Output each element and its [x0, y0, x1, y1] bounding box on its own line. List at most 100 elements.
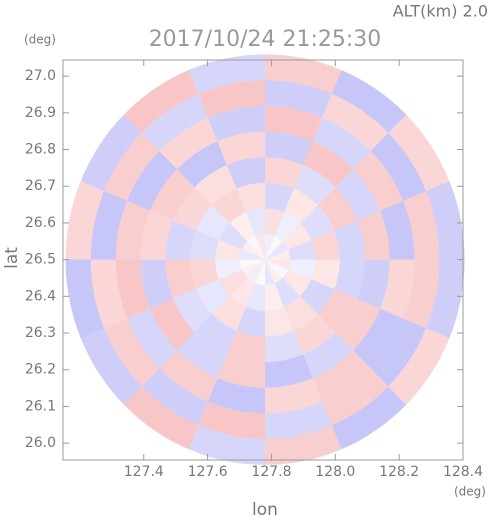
field-cell: [127, 151, 177, 211]
field-cell: [198, 401, 266, 439]
field-cell: [274, 212, 301, 242]
field-cell: [265, 259, 275, 286]
field-cell: [288, 240, 315, 260]
field-cell: [353, 308, 404, 369]
field-cell: [265, 330, 304, 363]
field-cell: [165, 220, 197, 260]
y-tick-label: 26.7: [25, 178, 56, 194]
field-cell: [177, 332, 227, 378]
y-tick-label: 26.8: [25, 142, 56, 158]
altitude-label: ALT(km) 2.0: [393, 2, 488, 21]
field-cell: [115, 200, 151, 260]
field-cell: [317, 187, 358, 231]
field-cell: [357, 210, 390, 260]
y-tick-label: 26.3: [25, 325, 56, 341]
field-cell: [335, 169, 381, 221]
y-tick-label: 26.1: [25, 398, 56, 414]
field-cell: [159, 117, 218, 170]
field-cell: [247, 236, 266, 260]
x-axis-label: lon: [252, 500, 278, 520]
field-cell: [247, 259, 266, 284]
field-cell: [380, 200, 415, 260]
x-tick-label: 127.4: [124, 464, 164, 480]
field-cell: [246, 283, 266, 311]
field-cell: [265, 425, 342, 465]
field-cell: [311, 259, 340, 289]
field-cell: [127, 308, 177, 369]
field-cell: [140, 210, 174, 260]
field-cell: [196, 205, 230, 240]
field-cell: [311, 230, 340, 260]
field-cell: [177, 141, 227, 188]
field-cell: [265, 105, 323, 142]
y-unit: (deg): [24, 33, 56, 47]
field-cell: [236, 182, 266, 213]
field-cell: [104, 318, 160, 387]
field-cell: [265, 259, 289, 278]
field-cell: [380, 259, 415, 319]
field-cell: [229, 212, 256, 242]
field-cell: [403, 259, 440, 329]
field-cell: [227, 330, 266, 363]
field-cell: [141, 368, 208, 426]
field-cell: [150, 298, 195, 351]
field-cell: [215, 259, 243, 280]
field-cell: [284, 188, 318, 224]
field-cell: [173, 289, 213, 333]
x-tick-label: 127.6: [188, 464, 228, 480]
x-tick-label: 127.8: [251, 464, 291, 480]
field-cell: [212, 188, 246, 224]
field-cell: [217, 354, 266, 388]
field-cell: [198, 80, 266, 118]
field-cell: [265, 249, 290, 260]
y-axis-label: lat: [2, 247, 22, 269]
field-cell: [293, 165, 336, 206]
field-cell: [426, 259, 465, 339]
field-cell: [190, 259, 220, 289]
field-cell: [194, 165, 237, 206]
field-cell: [370, 132, 427, 201]
y-tick-label: 26.6: [25, 215, 56, 231]
field-cell: [265, 54, 342, 94]
field-cell: [265, 354, 313, 388]
field-cell: [229, 277, 256, 307]
field-cell: [370, 318, 427, 387]
field-cell: [207, 105, 266, 142]
field-cell: [335, 298, 381, 351]
field-cell: [284, 295, 318, 331]
field-cell: [65, 181, 104, 260]
field-cell: [274, 277, 301, 307]
field-cell: [288, 259, 315, 280]
y-tick-label: 27.0: [25, 68, 56, 84]
field-cell: [265, 131, 313, 165]
field-cell: [265, 208, 285, 236]
field-cell: [240, 259, 266, 270]
field-cell: [300, 205, 335, 240]
field-cell: [331, 70, 407, 133]
y-tick-label: 26.5: [25, 252, 56, 268]
field-cell: [388, 114, 450, 191]
field-cell: [236, 307, 266, 337]
x-unit: (deg): [454, 485, 486, 499]
field-cell: [217, 131, 266, 165]
y-tick-label: 26.4: [25, 288, 56, 304]
field-cell: [212, 295, 246, 331]
field-cell: [265, 234, 275, 260]
field-cell: [293, 314, 336, 355]
field-cell: [303, 141, 354, 188]
field-cell: [403, 191, 440, 260]
field-cell: [190, 230, 220, 260]
field-cell: [227, 157, 266, 189]
field-cell: [242, 259, 266, 278]
field-cell: [312, 350, 371, 402]
field-cell: [219, 223, 248, 250]
field-cell: [388, 328, 450, 405]
field-cell: [80, 114, 142, 191]
field-cell: [265, 80, 332, 118]
field-cell: [282, 223, 312, 250]
field-cell: [331, 386, 407, 450]
field-cell: [242, 241, 266, 260]
field-cell: [265, 401, 332, 439]
field-cell: [265, 241, 289, 260]
